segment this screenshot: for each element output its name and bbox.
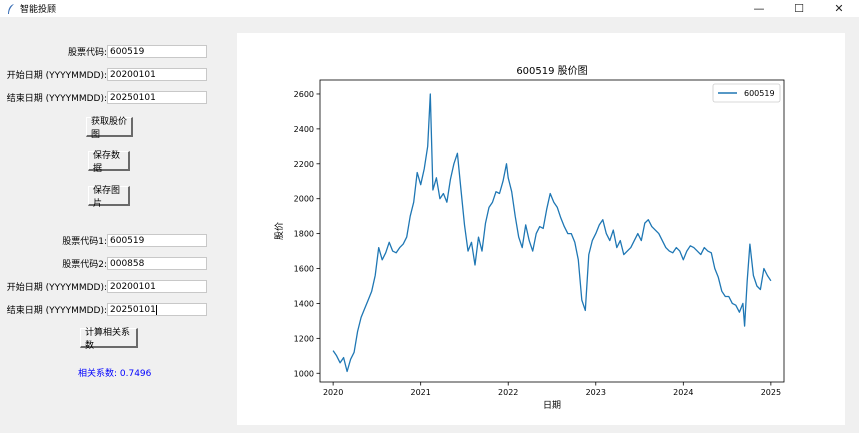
corr-end-date-row: 结束日期 (YYYYMMDD): 20250101 <box>0 302 207 317</box>
y-tick-label: 1400 <box>294 299 314 308</box>
title-bar: 智能投顾 — ☐ ✕ <box>0 0 859 17</box>
x-tick-label: 2021 <box>410 388 430 397</box>
chart-canvas: 2020 2021 2022 2023 2024 2025 1000 1200 1400 1600… <box>237 33 845 425</box>
y-axis-label: 股价 <box>274 222 285 240</box>
corr-end-date-label: 结束日期 (YYYYMMDD): <box>6 306 107 316</box>
corr-end-date-input[interactable]: 20250101 <box>107 303 207 316</box>
y-tick-label: 1800 <box>294 230 314 239</box>
stock-price-chart: 2020 2021 2022 2023 2024 2025 1000 1200 1400 1600… <box>274 65 785 411</box>
series-line-600519 <box>332 93 772 373</box>
x-tick-label: 2024 <box>673 388 693 397</box>
stock-code-input[interactable]: 600519 <box>107 45 207 58</box>
stock-code2-input[interactable]: 000858 <box>107 257 207 270</box>
legend-label: 600519 <box>744 89 775 98</box>
stock-code-row: 股票代码: 600519 <box>0 44 207 59</box>
y-tick-label: 2400 <box>294 125 314 134</box>
y-tick-label: 1200 <box>294 334 314 343</box>
legend-box <box>712 83 781 103</box>
compute-correlation-button[interactable]: 计算相关系数 <box>80 328 138 351</box>
start-date-label: 开始日期 (YYYYMMDD): <box>6 71 107 81</box>
y-tick-label: 2600 <box>294 90 314 99</box>
stock-code2-label: 股票代码2: <box>62 260 107 270</box>
end-date-input[interactable]: 20250101 <box>107 91 207 104</box>
start-date-input[interactable]: 20200101 <box>107 68 207 81</box>
stock-code2-row: 股票代码2: 000858 <box>0 256 207 271</box>
corr-start-date-label: 开始日期 (YYYYMMDD): <box>6 283 107 293</box>
corr-start-date-input[interactable]: 20200101 <box>107 280 207 293</box>
fetch-chart-button[interactable]: 获取股价图 <box>86 117 133 140</box>
control-panel: 股票代码: 600519 开始日期 (YYYYMMDD): 20200101 结… <box>0 17 235 433</box>
window-title: 智能投顾 <box>20 5 57 15</box>
start-date-row: 开始日期 (YYYYMMDD): 20200101 <box>0 67 207 82</box>
stock-code1-label: 股票代码1: <box>62 237 107 247</box>
y-tick-label: 1000 <box>294 369 314 378</box>
save-data-button[interactable]: 保存数据 <box>88 151 130 174</box>
x-tick-label: 2025 <box>761 388 781 397</box>
stock-code1-row: 股票代码1: 600519 <box>0 233 207 248</box>
y-tick-label: 1600 <box>294 265 314 274</box>
window-controls: — ☐ ✕ <box>739 0 859 17</box>
close-button[interactable]: ✕ <box>834 2 844 15</box>
x-tick-label: 2020 <box>323 388 343 397</box>
end-date-row: 结束日期 (YYYYMMDD): 20250101 <box>0 90 207 105</box>
corr-end-date-value: 20250101 <box>110 305 156 315</box>
plot-frame <box>319 79 785 383</box>
y-tick-label: 2000 <box>294 195 314 204</box>
corr-start-date-row: 开始日期 (YYYYMMDD): 20200101 <box>0 279 207 294</box>
feather-icon <box>4 2 18 16</box>
minimize-button[interactable]: — <box>753 2 765 15</box>
x-tick-label: 2023 <box>586 388 606 397</box>
stock-code-label: 股票代码: <box>67 48 107 58</box>
x-tick-label: 2022 <box>498 388 518 397</box>
text-caret <box>155 304 157 315</box>
end-date-label: 结束日期 (YYYYMMDD): <box>6 94 107 104</box>
save-image-button[interactable]: 保存图片 <box>88 186 130 209</box>
chart-title: 600519 股价图 <box>516 65 587 77</box>
x-axis-label: 日期 <box>543 400 561 411</box>
y-tick-label: 2200 <box>294 160 314 169</box>
correlation-result: 相关系数: 0.7496 <box>78 369 152 379</box>
maximize-button[interactable]: ☐ <box>794 2 804 15</box>
stock-code1-input[interactable]: 600519 <box>107 234 207 247</box>
